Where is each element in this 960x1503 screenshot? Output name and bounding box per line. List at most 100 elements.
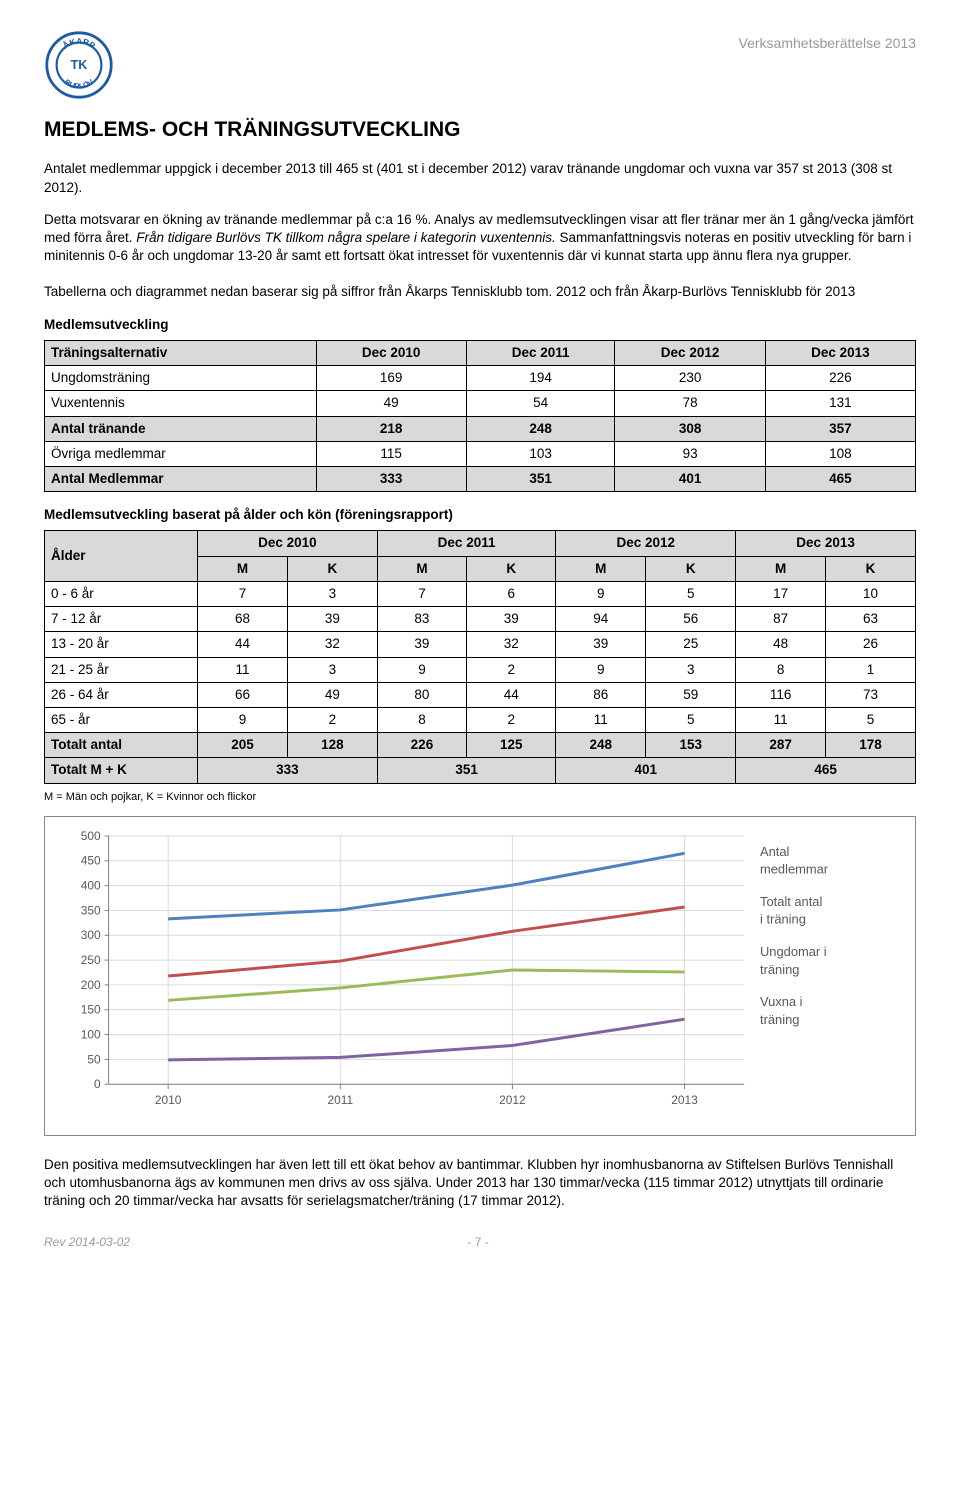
footer-rev: Rev 2014-03-02 bbox=[44, 1235, 130, 1249]
svg-text:2013: 2013 bbox=[671, 1094, 698, 1108]
member-development-table: TräningsalternativDec 2010Dec 2011Dec 20… bbox=[44, 340, 916, 492]
cell-value: 115 bbox=[316, 441, 466, 466]
cell-value: 66 bbox=[198, 682, 288, 707]
svg-text:2010: 2010 bbox=[155, 1094, 182, 1108]
member-trend-chart: 0501001502002503003504004505002010201120… bbox=[44, 816, 916, 1135]
svg-text:medlemmar: medlemmar bbox=[760, 862, 829, 877]
svg-text:50: 50 bbox=[87, 1053, 101, 1067]
cell-value: 25 bbox=[646, 632, 736, 657]
cell-value: 10 bbox=[826, 581, 916, 606]
cell-value: 32 bbox=[287, 632, 377, 657]
cell-value: 39 bbox=[467, 607, 556, 632]
cell-value: 2 bbox=[287, 707, 377, 732]
table2-mk-header: M bbox=[377, 556, 466, 581]
cell-value: 2 bbox=[467, 657, 556, 682]
svg-text:2011: 2011 bbox=[327, 1094, 353, 1108]
cell-value: 56 bbox=[646, 607, 736, 632]
cell-value: 94 bbox=[556, 607, 646, 632]
svg-text:150: 150 bbox=[81, 1003, 101, 1017]
cell-value: 226 bbox=[765, 366, 915, 391]
cell-value: 178 bbox=[826, 733, 916, 758]
row-label: Totalt antal bbox=[45, 733, 198, 758]
intro-para-1: Antalet medlemmar uppgick i december 201… bbox=[44, 160, 916, 196]
cell-value: 1 bbox=[826, 657, 916, 682]
row-label: Totalt M + K bbox=[45, 758, 198, 783]
row-label: Antal tränande bbox=[45, 416, 317, 441]
svg-text:250: 250 bbox=[81, 954, 101, 968]
cell-value: 59 bbox=[646, 682, 736, 707]
svg-text:350: 350 bbox=[81, 904, 101, 918]
cell-value: 169 bbox=[316, 366, 466, 391]
table2-mk-header: K bbox=[826, 556, 916, 581]
cell-value: 465 bbox=[765, 466, 915, 491]
table-row: 7 - 12 år6839833994568763 bbox=[45, 607, 916, 632]
table2-footnote: M = Män och pojkar, K = Kvinnor och flic… bbox=[44, 790, 916, 805]
cell-value: 2 bbox=[467, 707, 556, 732]
cell-value: 6 bbox=[467, 581, 556, 606]
cell-value: 78 bbox=[615, 391, 765, 416]
cell-value: 9 bbox=[198, 707, 288, 732]
cell-value: 80 bbox=[377, 682, 466, 707]
cell-value: 3 bbox=[287, 657, 377, 682]
closing-para: Den positiva medlemsutvecklingen har äve… bbox=[44, 1156, 916, 1211]
cell-value: 401 bbox=[615, 466, 765, 491]
cell-value: 5 bbox=[826, 707, 916, 732]
table-row: Antal tränande218248308357 bbox=[45, 416, 916, 441]
club-logo: ÅKARP BURLÖV TK bbox=[44, 30, 114, 100]
row-label: 65 - år bbox=[45, 707, 198, 732]
svg-text:Vuxna i: Vuxna i bbox=[760, 994, 803, 1009]
cell-value: 108 bbox=[765, 441, 915, 466]
footer-page: - 7 - bbox=[467, 1234, 488, 1250]
table1-col-header: Träningsalternativ bbox=[45, 340, 317, 365]
table-row: Övriga medlemmar11510393108 bbox=[45, 441, 916, 466]
table2-mk-header: M bbox=[556, 556, 646, 581]
cell-value: 248 bbox=[466, 416, 615, 441]
cell-value: 357 bbox=[765, 416, 915, 441]
intro-para-3: Tabellerna och diagrammet nedan baserar … bbox=[44, 283, 916, 301]
cell-value: 9 bbox=[556, 657, 646, 682]
cell-value: 465 bbox=[736, 758, 916, 783]
cell-value: 87 bbox=[736, 607, 826, 632]
table1-col-header: Dec 2011 bbox=[466, 340, 615, 365]
cell-value: 11 bbox=[198, 657, 288, 682]
table2-mk-header: K bbox=[467, 556, 556, 581]
cell-value: 3 bbox=[287, 581, 377, 606]
cell-value: 351 bbox=[377, 758, 556, 783]
cell-value: 49 bbox=[287, 682, 377, 707]
cell-value: 153 bbox=[646, 733, 736, 758]
table-row: 13 - 20 år4432393239254826 bbox=[45, 632, 916, 657]
table-row: Vuxentennis495478131 bbox=[45, 391, 916, 416]
svg-text:100: 100 bbox=[81, 1028, 101, 1042]
row-label: Övriga medlemmar bbox=[45, 441, 317, 466]
para2-italic: Från tidigare Burlövs TK tillkom några s… bbox=[136, 230, 555, 245]
page-footer: Rev 2014-03-02 - 7 - bbox=[44, 1234, 916, 1250]
svg-text:2012: 2012 bbox=[499, 1094, 526, 1108]
table-row: 65 - år9282115115 bbox=[45, 707, 916, 732]
table2-mk-header: M bbox=[736, 556, 826, 581]
cell-value: 131 bbox=[765, 391, 915, 416]
cell-value: 11 bbox=[556, 707, 646, 732]
table-row: Totalt antal205128226125248153287178 bbox=[45, 733, 916, 758]
cell-value: 39 bbox=[377, 632, 466, 657]
cell-value: 68 bbox=[198, 607, 288, 632]
svg-text:300: 300 bbox=[81, 929, 101, 943]
cell-value: 333 bbox=[198, 758, 378, 783]
row-label: 26 - 64 år bbox=[45, 682, 198, 707]
cell-value: 39 bbox=[556, 632, 646, 657]
cell-value: 44 bbox=[467, 682, 556, 707]
cell-value: 401 bbox=[556, 758, 736, 783]
cell-value: 9 bbox=[377, 657, 466, 682]
table2-year-header: Ålder bbox=[45, 531, 198, 581]
cell-value: 194 bbox=[466, 366, 615, 391]
table-row: 21 - 25 år113929381 bbox=[45, 657, 916, 682]
cell-value: 128 bbox=[287, 733, 377, 758]
table2-year-header: Dec 2010 bbox=[198, 531, 378, 556]
cell-value: 9 bbox=[556, 581, 646, 606]
table-row: Antal Medlemmar333351401465 bbox=[45, 466, 916, 491]
table-row: Ungdomsträning169194230226 bbox=[45, 366, 916, 391]
cell-value: 32 bbox=[467, 632, 556, 657]
cell-value: 7 bbox=[198, 581, 288, 606]
row-label: Antal Medlemmar bbox=[45, 466, 317, 491]
svg-text:200: 200 bbox=[81, 978, 101, 992]
table2-mk-header: K bbox=[287, 556, 377, 581]
